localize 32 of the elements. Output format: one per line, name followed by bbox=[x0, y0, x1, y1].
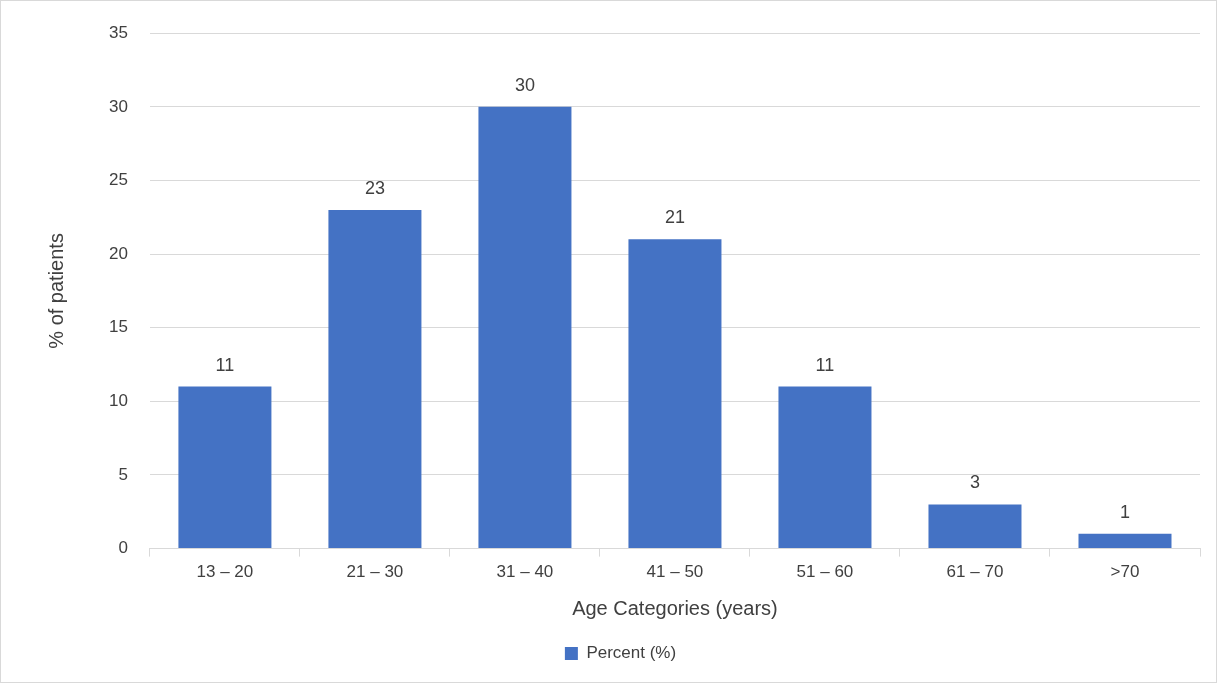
y-tick-label: 25 bbox=[108, 170, 128, 190]
x-tick-label: 41 – 50 bbox=[646, 562, 704, 582]
bar bbox=[1078, 533, 1172, 549]
x-tick-label: 61 – 70 bbox=[946, 562, 1004, 582]
bar bbox=[928, 504, 1022, 549]
data-label: 3 bbox=[969, 472, 980, 493]
y-tick-label: 0 bbox=[118, 538, 128, 558]
bar bbox=[778, 386, 872, 549]
x-tick-label: 31 – 40 bbox=[496, 562, 554, 582]
data-label: 30 bbox=[514, 74, 535, 95]
data-label: 11 bbox=[215, 354, 235, 375]
y-tick-label: 20 bbox=[108, 243, 128, 263]
bar bbox=[328, 209, 422, 549]
data-label: 23 bbox=[364, 177, 385, 198]
y-tick-label: 15 bbox=[108, 317, 128, 337]
data-label: 11 bbox=[815, 354, 835, 375]
bar bbox=[178, 386, 272, 549]
legend-label: Percent (%) bbox=[586, 643, 677, 663]
bar bbox=[478, 106, 572, 549]
x-axis-title: Age Categories (years) bbox=[572, 596, 778, 619]
x-tick-label: >70 bbox=[1110, 562, 1140, 582]
y-tick-label: 30 bbox=[108, 96, 128, 116]
bar bbox=[628, 239, 722, 549]
x-tick-label: 13 – 20 bbox=[196, 562, 254, 582]
y-axis-title: % of patients bbox=[44, 233, 67, 349]
y-tick-label: 35 bbox=[108, 22, 128, 42]
x-tick-label: 21 – 30 bbox=[346, 562, 404, 582]
data-label: 21 bbox=[664, 207, 685, 228]
x-tick-label: 51 – 60 bbox=[796, 562, 854, 582]
y-tick-label: 5 bbox=[118, 464, 128, 484]
data-label: 1 bbox=[1119, 501, 1130, 522]
y-tick-label: 10 bbox=[108, 391, 128, 411]
